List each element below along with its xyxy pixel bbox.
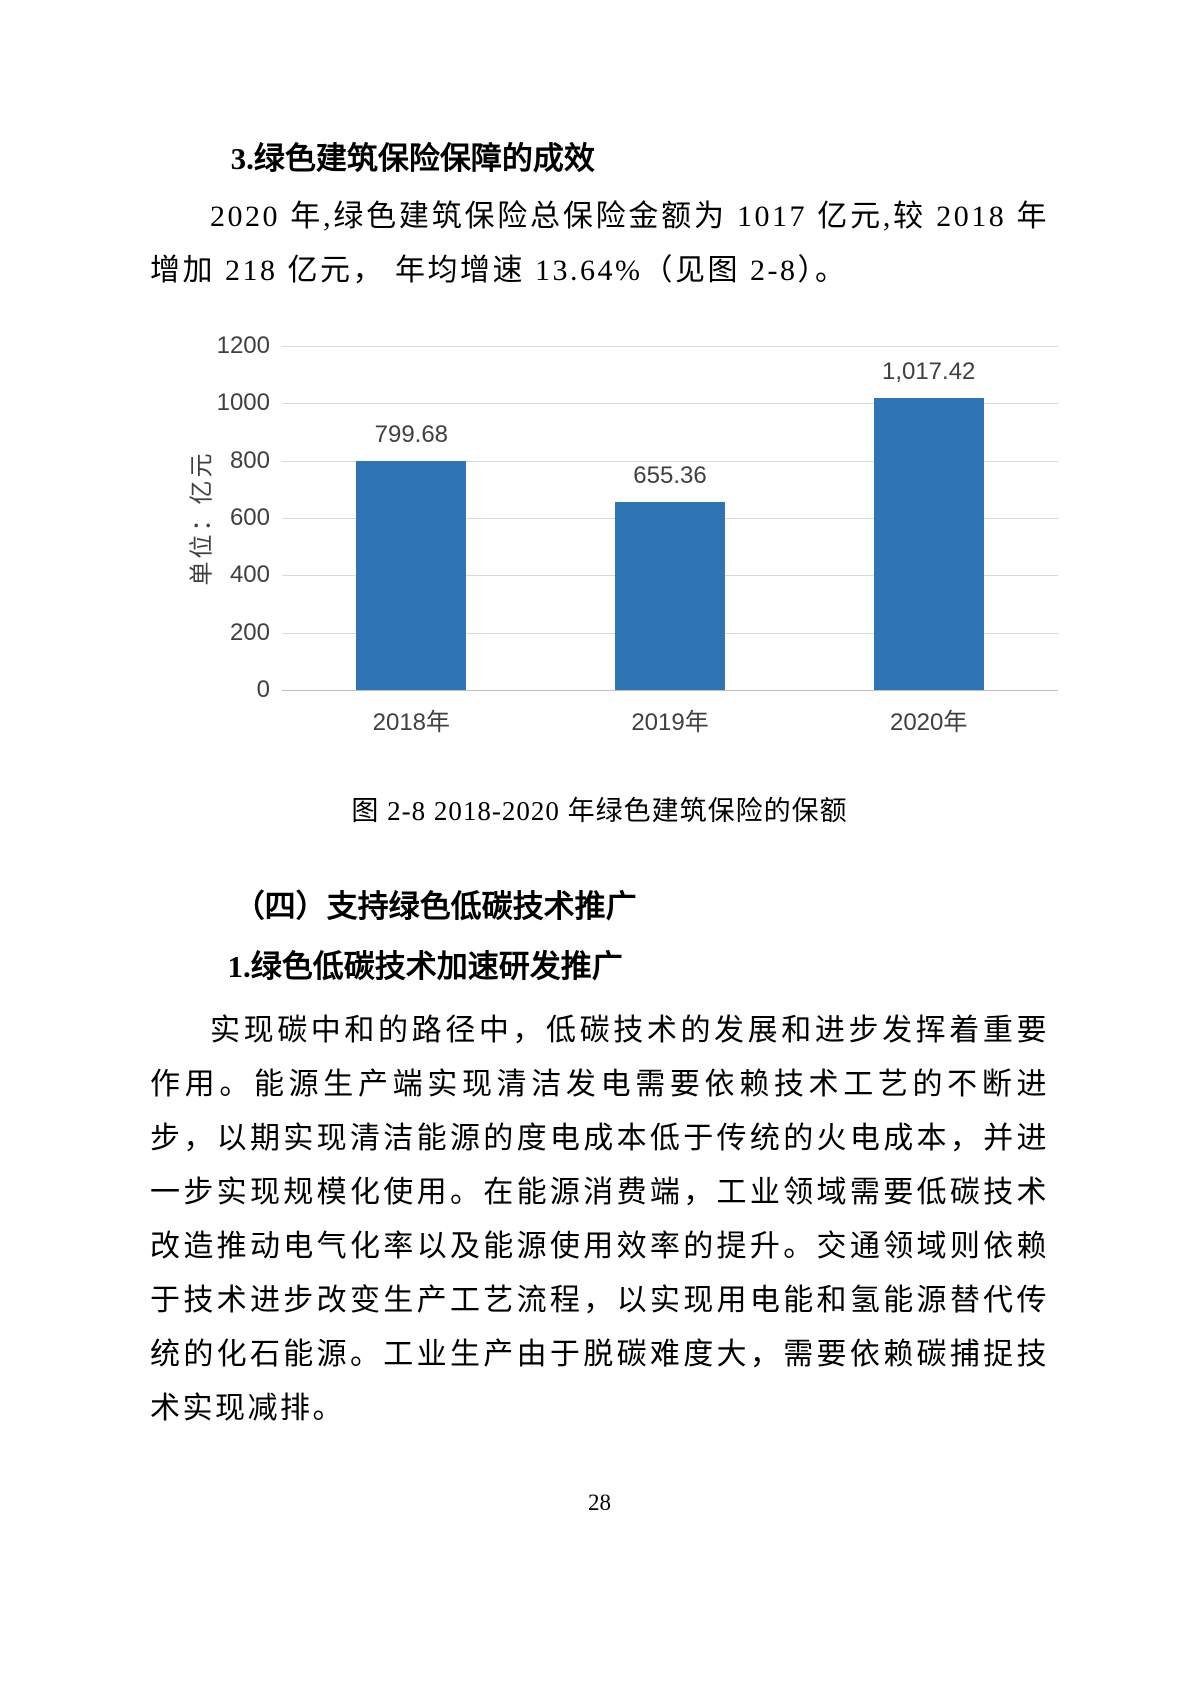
bar-group-2018: 799.68	[282, 346, 541, 690]
bars: 799.68 655.36 1,017.42	[282, 346, 1058, 690]
bar-chart: 单位：亿元 1200 1000 800 600 400 200 0	[178, 332, 1058, 737]
bar-value-label: 799.68	[374, 420, 449, 448]
x-axis-line	[282, 689, 1058, 691]
bar	[615, 502, 725, 690]
section-4-paragraph: 实现碳中和的路径中，低碳技术的发展和进步发挥着重要作用。能源生产端实现清洁发电需…	[150, 1013, 1049, 1425]
figure-caption: 图 2-8 2018-2020 年绿色建筑保险的保额	[351, 795, 848, 826]
y-axis-title-label: 单位：亿元	[188, 450, 216, 586]
y-tick: 0	[256, 675, 270, 703]
gridline	[282, 403, 1058, 405]
y-tick: 800	[229, 446, 270, 474]
section-3-heading: 3.绿色建筑保险保障的成效	[230, 141, 595, 176]
x-tick: 2019年	[631, 708, 709, 736]
plot: 799.68 655.36 1,017.42	[282, 345, 1058, 691]
y-tick: 1200	[216, 331, 270, 359]
y-tick: 1000	[216, 389, 270, 417]
bar	[356, 460, 467, 690]
y-axis-title: 单位：亿元	[178, 346, 220, 690]
section-4-subheading: 1.绿色低碳技术加速研发推广	[227, 948, 623, 984]
x-axis-ticks: 2018年 2019年 2020年	[282, 702, 1058, 737]
bar-group-2019: 655.36	[541, 346, 800, 690]
bar-group-2020: 1,017.42	[799, 346, 1058, 690]
bar	[873, 398, 984, 690]
section-3-paragraph: 2020 年,绿色建筑保险总保险金额为 1017 亿元,较 2018 年增加 2…	[150, 199, 1049, 287]
gridline	[282, 345, 1058, 347]
gridline	[282, 460, 1058, 462]
x-tick: 2020年	[889, 708, 968, 736]
y-tick: 600	[229, 503, 270, 531]
y-axis-ticks: 1200 1000 800 600 400 200 0	[216, 332, 282, 703]
section-4-heading: （四）支持绿色低碳技术推广	[233, 888, 637, 924]
page-number: 28	[588, 1490, 611, 1515]
bar-value-label: 1,017.42	[881, 358, 976, 386]
bar-value-label: 655.36	[633, 462, 707, 489]
y-tick: 400	[229, 561, 270, 589]
x-tick: 2018年	[372, 708, 451, 736]
y-tick: 200	[229, 618, 270, 646]
chart-plot-area: 单位：亿元 1200 1000 800 600 400 200 0	[178, 332, 1058, 703]
page-content: 3.绿色建筑保险保障的成效 2020 年,绿色建筑保险总保险金额为 1017 亿…	[150, 138, 1058, 1436]
